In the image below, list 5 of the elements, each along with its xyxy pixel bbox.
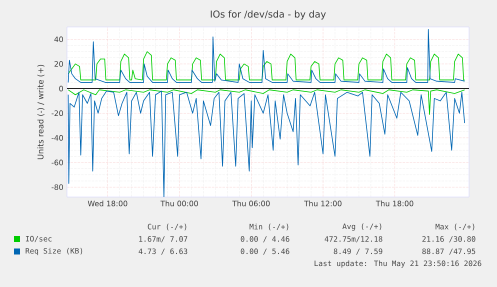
line-series (68, 51, 466, 80)
chart-title: IOs for /dev/sda - by day (210, 10, 326, 20)
line-series (68, 29, 466, 83)
line-series (68, 89, 466, 115)
line-series (68, 90, 466, 197)
